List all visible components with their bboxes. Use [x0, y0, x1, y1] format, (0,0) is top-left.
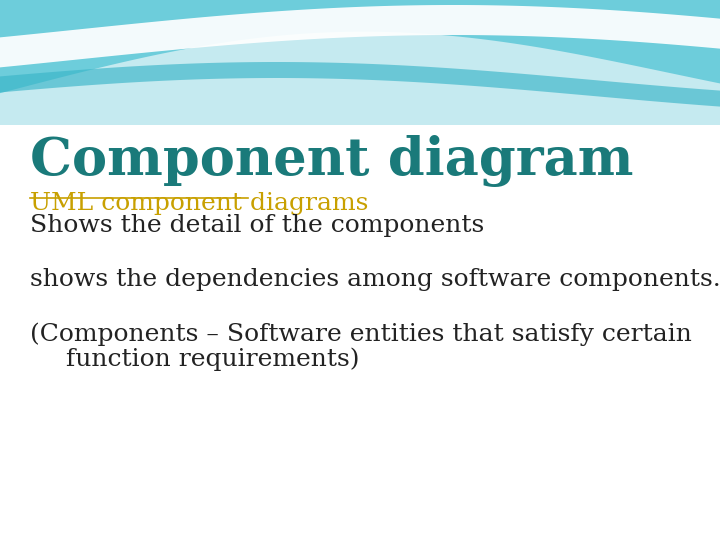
Text: Shows the detail of the components: Shows the detail of the components — [30, 214, 485, 237]
Polygon shape — [0, 62, 720, 106]
Polygon shape — [0, 0, 720, 93]
Polygon shape — [0, 125, 720, 540]
Text: function requirements): function requirements) — [50, 347, 359, 370]
Polygon shape — [0, 5, 720, 68]
Text: UML component diagrams: UML component diagrams — [30, 192, 369, 215]
Polygon shape — [0, 0, 720, 140]
Text: (Components – Software entities that satisfy certain: (Components – Software entities that sat… — [30, 322, 692, 346]
Text: Component diagram: Component diagram — [30, 135, 634, 187]
Text: shows the dependencies among software components.: shows the dependencies among software co… — [30, 268, 720, 291]
